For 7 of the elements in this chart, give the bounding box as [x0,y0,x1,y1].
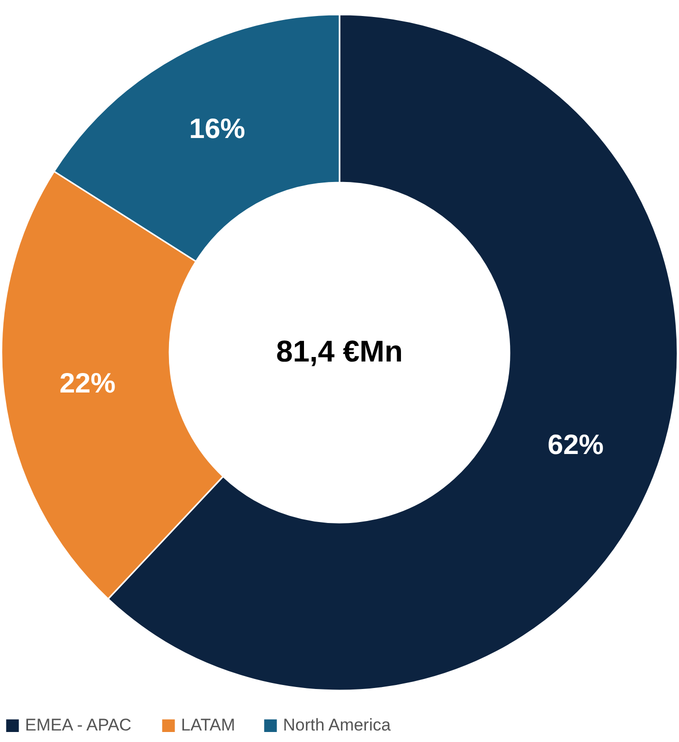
legend-label: LATAM [181,716,236,735]
data-label: 62% [548,429,604,460]
text: 81,4 €Mn [276,336,403,368]
legend-label: North America [283,716,392,735]
legend-label: EMEA - APAC [25,716,132,735]
data-label: 16% [189,112,246,144]
data-label: 22% [59,367,116,398]
